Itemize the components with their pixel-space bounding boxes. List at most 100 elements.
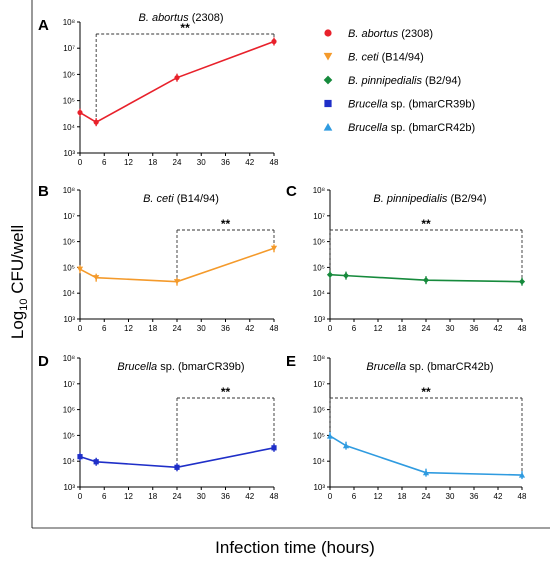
y-tick-label: 10⁵: [63, 263, 75, 272]
y-tick-label: 10⁵: [63, 431, 75, 440]
panel-letter: D: [38, 353, 49, 370]
series-line: [79, 40, 275, 124]
panel-b: B 10³ 10⁴ 10⁵ 10⁶ 10⁷ 10⁸ 0 6 12 18 24 30 36 42 48 B. ce…: [38, 183, 279, 333]
series-line: [329, 435, 523, 476]
y-tick-label: 10⁸: [63, 186, 75, 195]
legend-marker-1: [324, 29, 332, 37]
x-tick-label: 6: [352, 492, 357, 501]
series-line: [79, 447, 275, 469]
x-tick-label: 24: [422, 324, 431, 333]
y-tick-label: 10⁴: [313, 457, 326, 466]
panel-d: D 10³ 10⁴ 10⁵ 10⁶ 10⁷ 10⁸ 0 6 12 18 24 30 36 42 48 Bruce…: [38, 353, 279, 501]
x-tick-label: 0: [78, 324, 83, 333]
data-point: [422, 277, 430, 284]
x-tick-label: 0: [328, 492, 333, 501]
y-tick-label: 10⁵: [313, 263, 325, 272]
legend-entry-1: B. abortus (2308): [348, 28, 433, 40]
x-tick-label: 18: [398, 492, 407, 501]
x-tick-label: 30: [197, 158, 206, 167]
significance-label: **: [221, 385, 231, 399]
data-point: [77, 454, 83, 460]
y-tick-label: 10⁵: [313, 431, 325, 440]
y-tick-label: 10⁸: [313, 354, 325, 363]
x-tick-label: 36: [221, 492, 230, 501]
data-point: [93, 459, 99, 465]
panels: A 10³ 10⁴ 10⁵ 10⁶ 10⁷ 10⁸ 0 6 12 18 24 30 36 42 48 B. ab…: [38, 12, 527, 501]
x-tick-label: 36: [221, 158, 230, 167]
y-tick-label: 10⁴: [63, 123, 76, 132]
x-tick-label: 0: [78, 158, 83, 167]
panel-letter: C: [286, 183, 297, 200]
x-tick-label: 42: [245, 158, 254, 167]
panel-title: B. abortus (2308): [139, 12, 224, 24]
data-point: [174, 464, 180, 470]
y-tick-label: 10⁴: [313, 289, 326, 298]
series-line: [79, 247, 275, 283]
legend-marker-2: [323, 52, 333, 61]
panel-letter: A: [38, 17, 49, 34]
data-point: [518, 278, 526, 285]
x-tick-label: 24: [173, 492, 182, 501]
legend-marker-4: [324, 99, 332, 108]
x-tick-label: 6: [102, 492, 107, 501]
data-point: [93, 119, 99, 125]
legend-entry-3: B. pinnipedialis (B2/94): [348, 75, 461, 87]
y-tick-label: 10⁴: [63, 289, 76, 298]
y-tick-label: 10⁷: [63, 380, 75, 389]
data-point: [271, 38, 277, 45]
panel-title: B. ceti (B14/94): [143, 193, 219, 205]
y-tick-label: 10³: [63, 483, 75, 492]
data-point: [174, 75, 180, 81]
y-tick-label: 10⁸: [313, 186, 325, 195]
panel-e: E 10³ 10⁴ 10⁵ 10⁶ 10⁷ 10⁸ 0 6 12 18 24 30 36 42 48 Bruce…: [286, 353, 527, 501]
x-tick-label: 24: [173, 158, 182, 167]
y-tick-label: 10⁴: [63, 457, 76, 466]
x-tick-label: 12: [124, 492, 133, 501]
series-line: [329, 273, 523, 283]
y-tick-label: 10⁶: [313, 406, 325, 415]
x-tick-label: 30: [197, 492, 206, 501]
y-tick-label: 10⁷: [313, 212, 325, 221]
data-point: [270, 245, 278, 252]
significance-label: **: [180, 21, 190, 35]
panel-letter: B: [38, 183, 49, 200]
x-tick-label: 6: [102, 158, 107, 167]
x-tick-label: 18: [148, 492, 157, 501]
y-tick-label: 10³: [313, 315, 325, 324]
y-tick-label: 10⁸: [63, 18, 75, 27]
data-point: [76, 266, 84, 273]
x-tick-label: 6: [102, 324, 107, 333]
panel-c: C 10³ 10⁴ 10⁵ 10⁶ 10⁷ 10⁸ 0 6 12 18 24 30 36 42 48 B. pi…: [286, 183, 527, 333]
data-point: [422, 469, 430, 476]
x-tick-label: 42: [494, 324, 503, 333]
x-tick-label: 30: [197, 324, 206, 333]
x-tick-label: 0: [328, 324, 333, 333]
legend-marker-3: [323, 75, 333, 85]
y-tick-label: 10⁶: [63, 406, 75, 415]
panel-title: B. pinnipedialis (B2/94): [373, 193, 486, 205]
x-tick-label: 48: [518, 492, 527, 501]
y-tick-label: 10³: [63, 315, 75, 324]
x-tick-label: 48: [518, 324, 527, 333]
y-tick-label: 10⁷: [313, 380, 325, 389]
panel-letter: E: [286, 353, 296, 370]
x-tick-label: 42: [245, 324, 254, 333]
legend-entry-4: Brucella sp. (bmarCR39b): [348, 99, 475, 111]
data-point: [518, 472, 526, 478]
panel-title: Brucella sp. (bmarCR39b): [117, 361, 244, 373]
x-tick-label: 0: [78, 492, 83, 501]
x-tick-label: 24: [422, 492, 431, 501]
data-point: [342, 442, 350, 449]
significance-label: **: [421, 217, 431, 231]
x-tick-label: 42: [494, 492, 503, 501]
x-tick-label: 36: [470, 492, 479, 501]
x-tick-label: 12: [374, 324, 383, 333]
legend-entry-5: Brucella sp. (bmarCR42b): [348, 122, 475, 134]
y-tick-label: 10⁷: [63, 212, 75, 221]
x-tick-label: 12: [124, 158, 133, 167]
y-tick-label: 10⁵: [63, 97, 75, 106]
x-tick-label: 12: [124, 324, 133, 333]
data-point: [93, 275, 100, 281]
y-tick-label: 10³: [63, 149, 75, 158]
